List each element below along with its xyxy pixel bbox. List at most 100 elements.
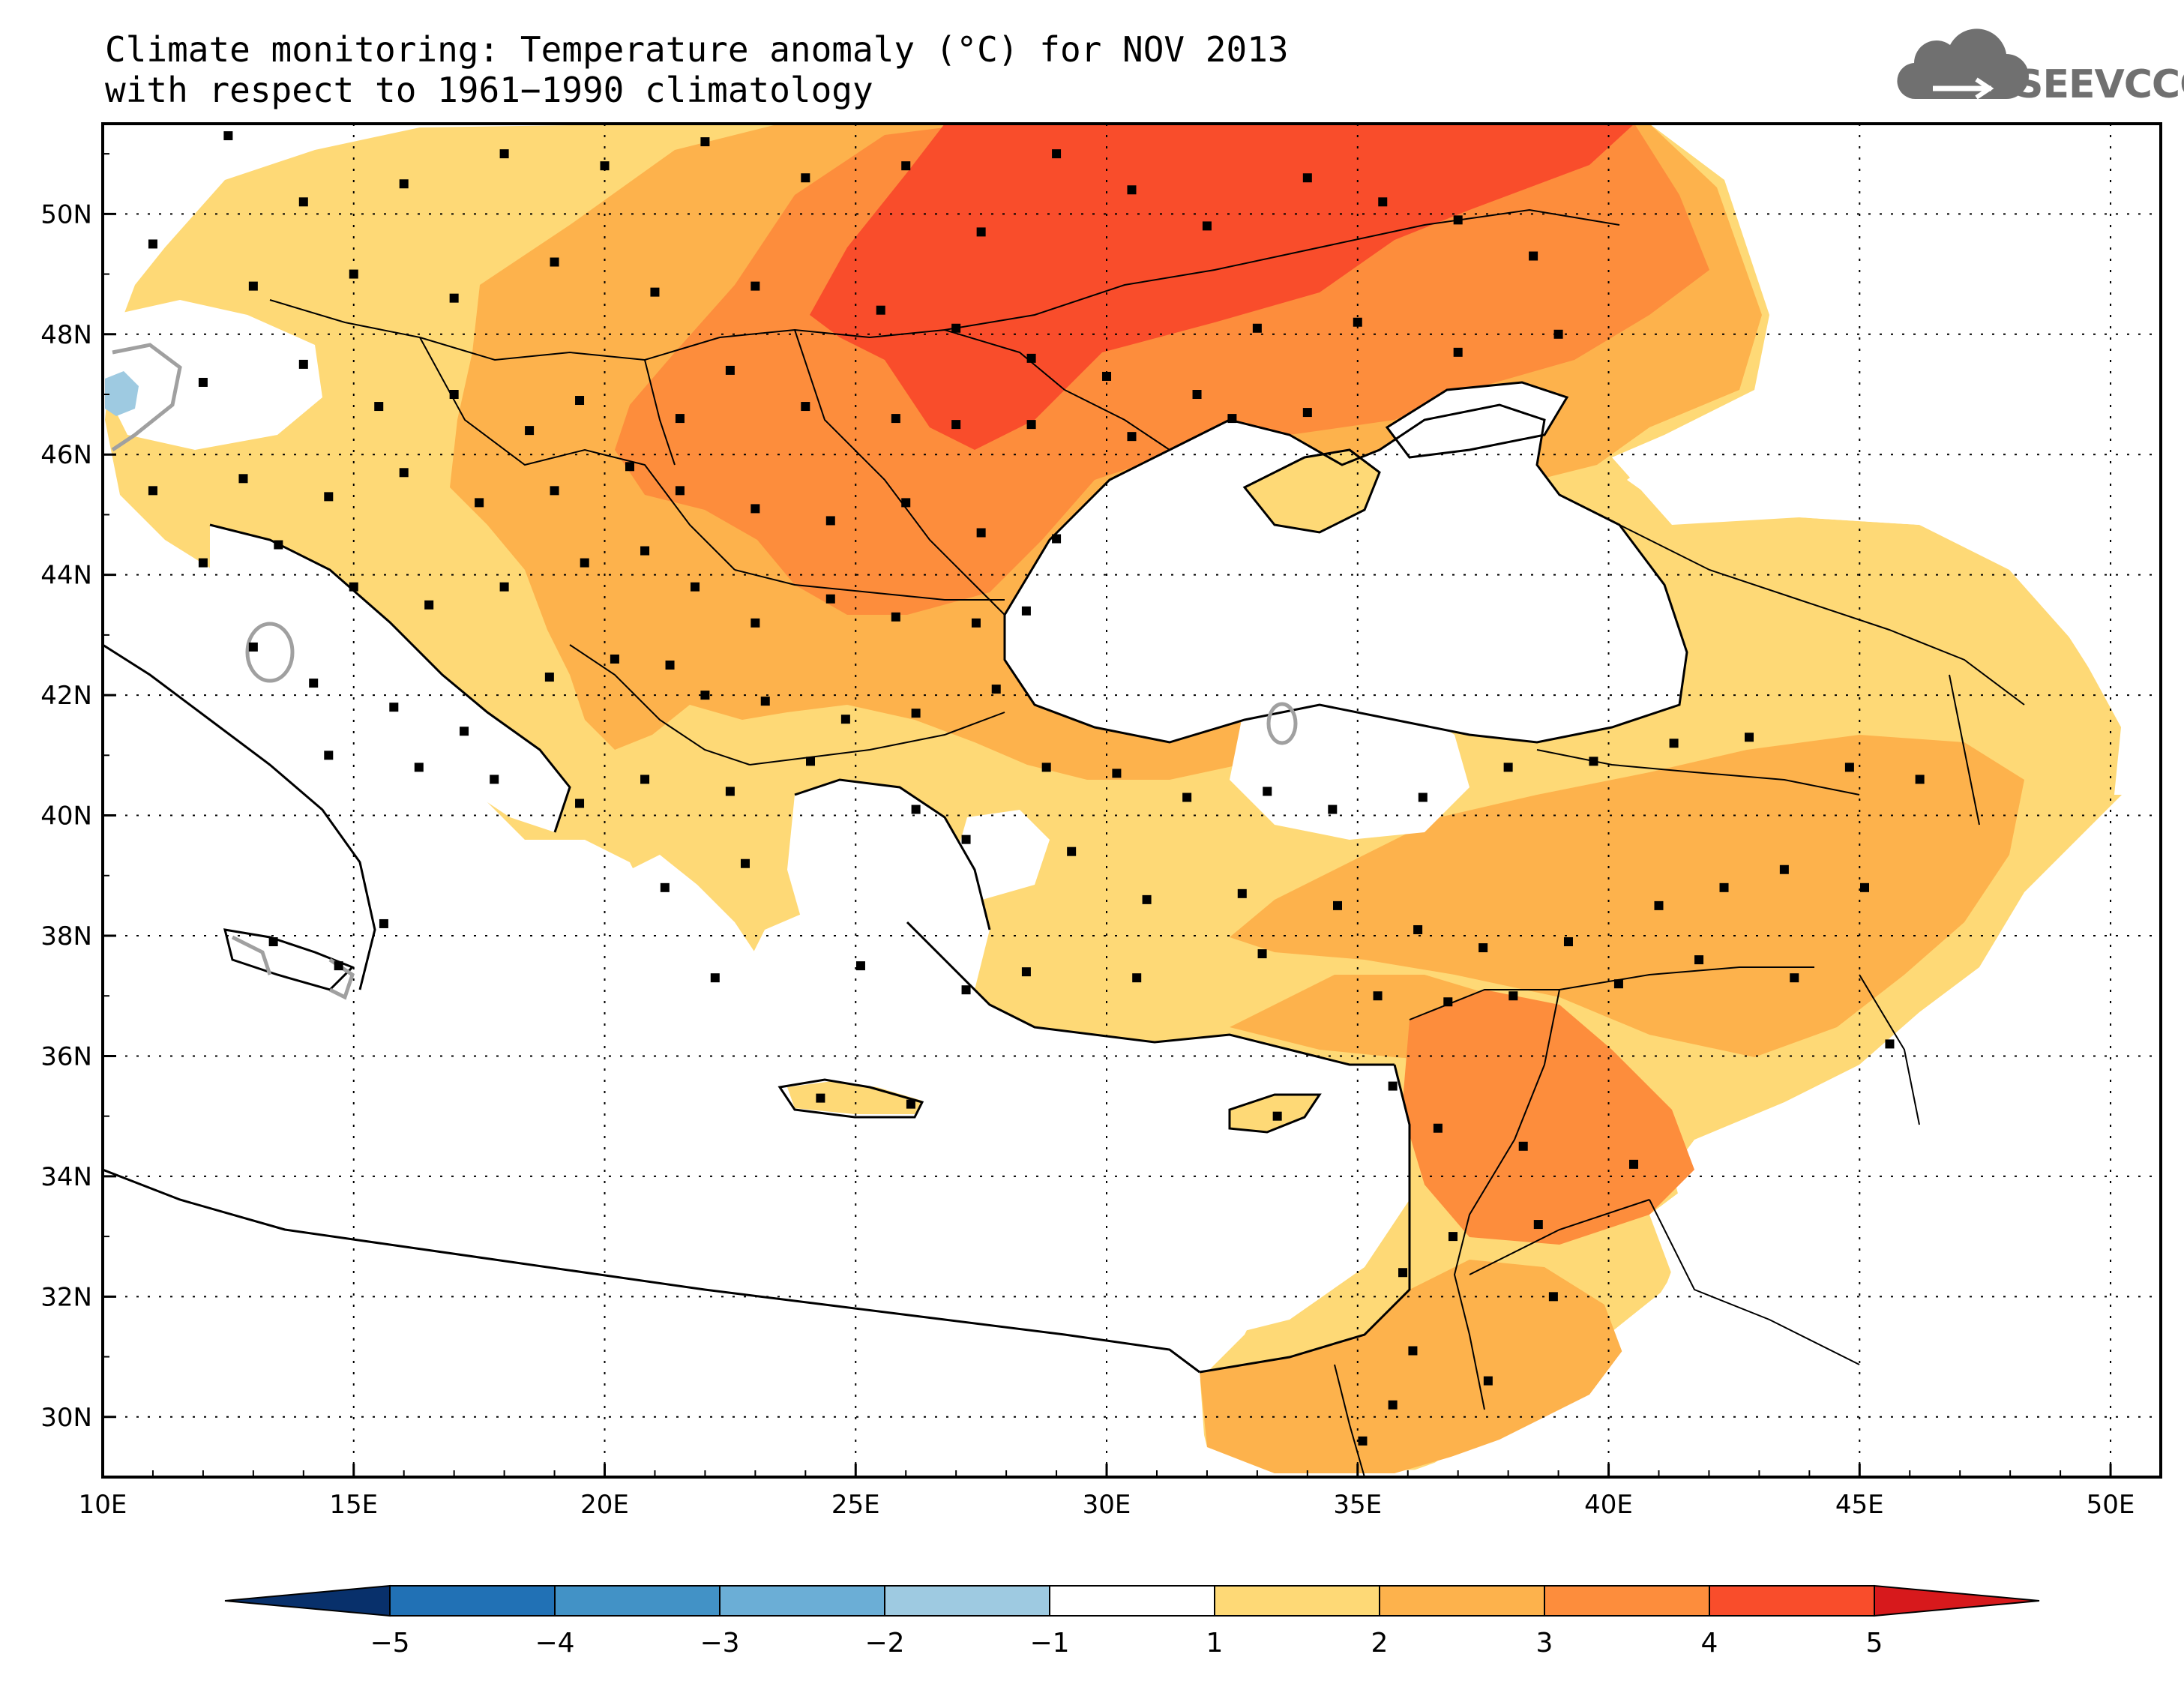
station-marker — [971, 618, 981, 628]
station-marker — [976, 227, 986, 237]
station-marker — [710, 973, 720, 983]
colorbar-box — [1544, 1585, 1710, 1617]
station-marker — [700, 691, 710, 700]
station-marker — [1694, 955, 1704, 965]
station-marker — [1192, 390, 1202, 399]
station-marker — [1629, 1159, 1639, 1169]
station-marker — [1885, 1039, 1895, 1049]
station-marker — [1302, 173, 1312, 183]
station-marker — [1358, 1436, 1368, 1446]
station-marker — [740, 858, 750, 868]
station-marker — [801, 173, 810, 183]
country-borders — [269, 208, 2025, 1477]
y-tick-label: 32N — [40, 1282, 92, 1312]
station-marker — [1378, 197, 1388, 207]
station-marker — [600, 161, 610, 171]
colorbar-high-extend — [1874, 1584, 2040, 1617]
station-marker — [324, 492, 334, 502]
north-africa — [103, 1170, 1207, 1477]
station-marker — [876, 305, 885, 315]
station-marker — [1373, 991, 1383, 1001]
station-marker — [1353, 317, 1362, 327]
station-marker — [1182, 793, 1192, 802]
station-marker — [1263, 787, 1272, 796]
field-2-3-sinai-jordan — [1200, 1260, 1627, 1473]
station-marker — [399, 468, 409, 478]
station-marker — [911, 709, 921, 718]
map-plot — [103, 124, 2161, 1477]
station-marker — [1413, 924, 1423, 934]
colorbar-box — [719, 1585, 885, 1617]
station-marker — [1453, 347, 1463, 357]
station-marker — [976, 528, 986, 538]
station-marker — [1026, 353, 1036, 363]
station-marker — [148, 239, 157, 249]
station-marker — [816, 1093, 825, 1103]
y-tick-label: 50N — [40, 199, 92, 229]
station-marker — [1719, 882, 1729, 892]
station-marker — [274, 540, 283, 550]
station-marker — [1478, 943, 1488, 953]
station-marker — [298, 197, 308, 207]
caspian-region — [1627, 124, 2161, 795]
station-marker — [1779, 864, 1789, 874]
station-marker — [760, 697, 770, 706]
y-tick-label: 42N — [40, 681, 92, 711]
station-marker — [238, 474, 248, 484]
station-marker — [268, 937, 278, 947]
station-marker — [951, 323, 961, 333]
station-marker — [349, 269, 358, 279]
colorbar-box — [1049, 1585, 1215, 1617]
station-marker — [1272, 1111, 1282, 1121]
mediterranean-sea — [103, 855, 1410, 1342]
title-line-2: with respect to 1961−1990 climatology — [105, 70, 873, 110]
station-marker — [1408, 1346, 1418, 1356]
logo-text: SEEVCCC — [2015, 62, 2184, 107]
station-marker — [1529, 251, 1538, 261]
station-marker — [951, 420, 961, 430]
station-marker — [1790, 973, 1799, 983]
station-marker — [544, 673, 554, 682]
station-marker — [1052, 534, 1062, 544]
station-marker — [580, 558, 589, 568]
station-marker — [825, 594, 835, 604]
station-marker — [1026, 420, 1036, 430]
station-marker — [1613, 979, 1623, 989]
colorbar-tick-label: −1 — [1029, 1628, 1069, 1659]
coastlines — [103, 381, 1688, 1374]
station-marker — [1112, 769, 1122, 778]
x-tick-label: 30E — [1083, 1490, 1131, 1520]
station-marker — [1443, 997, 1453, 1007]
station-marker — [891, 414, 900, 424]
black-sea — [1005, 405, 1687, 742]
station-marker — [460, 727, 469, 736]
x-tick-label: 40E — [1584, 1490, 1633, 1520]
station-marker — [1388, 1081, 1398, 1091]
unshaded-land — [103, 124, 2161, 1477]
colorbar-box — [884, 1585, 1050, 1617]
colorbar-tick-label: −4 — [535, 1628, 574, 1659]
crete-fill — [787, 1081, 922, 1114]
station-marker — [1202, 221, 1212, 231]
field-neg-alps — [105, 371, 139, 416]
tyrrhenian-sea — [103, 645, 375, 1020]
colorbar-tick-label: −5 — [370, 1628, 409, 1659]
station-marker — [575, 396, 585, 406]
colorbar-box — [1709, 1585, 1875, 1617]
station-marker — [1508, 991, 1518, 1001]
station-marker — [1252, 323, 1262, 333]
station-marker — [750, 504, 760, 514]
station-marker — [449, 293, 459, 303]
station-marker — [1388, 1400, 1398, 1410]
x-tick-label: 50E — [2087, 1490, 2135, 1520]
station-marker — [148, 486, 157, 496]
station-marker — [1654, 900, 1664, 910]
station-markers — [148, 131, 1925, 1446]
station-marker — [525, 426, 535, 436]
station-marker — [1021, 606, 1031, 616]
station-marker — [1844, 763, 1854, 772]
cloud-icon — [1897, 28, 2029, 100]
station-marker — [324, 751, 334, 760]
station-marker — [1533, 1220, 1543, 1230]
station-marker — [961, 835, 971, 844]
